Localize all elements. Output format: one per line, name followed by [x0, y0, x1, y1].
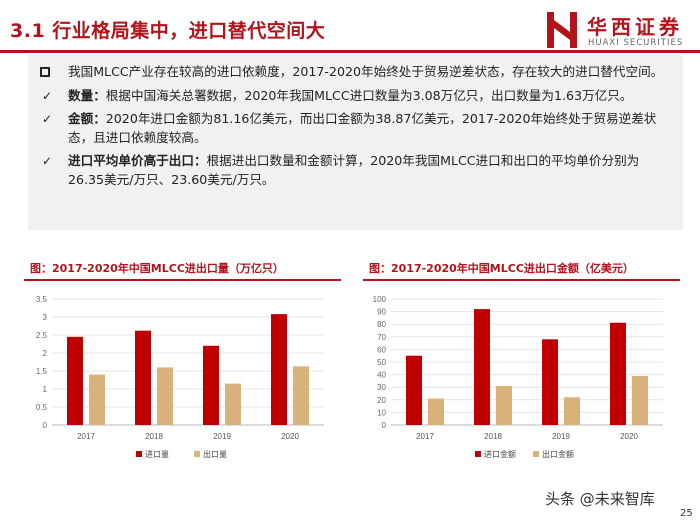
- bullet-text: 2020年进口金额为81.16亿美元，而出口金额为38.87亿美元，2017-2…: [68, 111, 657, 145]
- bullet-heading: 进口平均单价高于出口：: [68, 153, 207, 168]
- bar-export: [157, 367, 173, 425]
- bullet-text: 根据进出口数量和金额计算，2020年我国MLCC进口和出口的平均单价分别为26.…: [68, 153, 640, 187]
- y-tick-label: 2: [43, 349, 48, 358]
- legend-swatch: [136, 451, 142, 457]
- y-tick-label: 90: [377, 308, 386, 317]
- x-tick-label: 2020: [620, 432, 638, 441]
- chart-title: 图：2017-2020年中国MLCC进出口金额（亿美元）: [369, 262, 634, 275]
- y-tick-label: 10: [377, 408, 386, 417]
- bar-import: [406, 355, 422, 425]
- y-tick-label: 2.5: [36, 331, 48, 340]
- brand-name-en: HUAXI SECURITIES: [588, 38, 684, 48]
- x-tick-label: 2017: [77, 432, 95, 441]
- y-tick-label: 100: [373, 295, 387, 304]
- bar-import: [67, 336, 83, 425]
- bullet-heading: 数量：: [68, 87, 106, 103]
- y-tick-label: 3.5: [36, 295, 48, 304]
- y-tick-label: 0.5: [36, 403, 48, 412]
- huaxi-logo-icon: [547, 12, 577, 48]
- legend-swatch: [194, 451, 200, 457]
- y-tick-label: 1.5: [36, 367, 48, 376]
- bar-import: [610, 322, 626, 425]
- square-bullet-icon: [40, 67, 50, 77]
- bar-export: [428, 398, 444, 425]
- y-tick-label: 20: [377, 396, 386, 405]
- page-title: 3.1 行业格局集中，进口替代空间大: [10, 20, 326, 42]
- y-tick-label: 1: [43, 385, 48, 394]
- brand-logo: 华西证券 HUAXI SECURITIES: [545, 10, 695, 52]
- bullet-item: 我国MLCC产业存在较高的进口依赖度，2017-2020年始终处于贸易逆差状态，…: [38, 63, 673, 82]
- bar-export: [89, 374, 105, 425]
- legend-label: 进口量: [145, 450, 169, 459]
- bar-import: [542, 339, 558, 425]
- x-tick-label: 2018: [484, 432, 502, 441]
- check-icon: ✓: [41, 154, 53, 168]
- check-icon: ✓: [41, 112, 53, 126]
- bullet-item: ✓ 数量：根据中国海关总署数据，2020年我国MLCC进口数量为3.08万亿只，…: [38, 87, 673, 106]
- bullet-item: ✓ 金额：2020年进口金额为81.16亿美元，而出口金额为38.87亿美元，2…: [38, 110, 673, 147]
- y-tick-label: 3: [43, 313, 48, 322]
- chart-amount-plot: 0 10 20 30 40 50 60 70 80 90 100 2017 2018 2019 2020 进口…: [373, 295, 663, 459]
- x-tick-label: 2019: [552, 432, 570, 441]
- chart-volume: 图：2017-2020年中国MLCC进出口量（万亿只） 0 0.5 1 1.5 2 2.5…: [24, 260, 341, 465]
- bar-import: [271, 314, 287, 425]
- chart-title-rule: [363, 279, 680, 281]
- y-tick-label: 30: [377, 383, 386, 392]
- bullet-heading: 金额：: [68, 111, 106, 126]
- page-number: 25: [680, 508, 693, 519]
- title-divider: [0, 50, 700, 53]
- chart-title-rule: [24, 279, 341, 281]
- brand-name-cn: 华西证券: [587, 15, 683, 39]
- y-tick-label: 80: [377, 320, 386, 329]
- bar-export: [564, 397, 580, 425]
- x-tick-label: 2017: [416, 432, 434, 441]
- x-tick-label: 2019: [213, 432, 231, 441]
- y-tick-label: 0: [382, 421, 387, 430]
- bullet-text: 我国MLCC产业存在较高的进口依赖度，2017-2020年始终处于贸易逆差状态，…: [68, 64, 664, 79]
- bar-export: [496, 385, 512, 425]
- legend-swatch: [475, 451, 481, 457]
- bullet-item: ✓ 进口平均单价高于出口：根据进出口数量和金额计算，2020年我国MLCC进口和…: [38, 152, 673, 189]
- legend-label: 出口量: [203, 449, 227, 459]
- legend-swatch: [533, 451, 539, 457]
- bar-import: [135, 330, 151, 425]
- watermark: 头条 @未来智库: [545, 490, 655, 508]
- y-tick-label: 0: [43, 421, 48, 430]
- legend-label: 出口金额: [542, 449, 574, 459]
- check-icon: ✓: [41, 88, 53, 103]
- y-tick-label: 50: [377, 358, 386, 367]
- chart-volume-plot: 0 0.5 1 1.5 2 2.5 3 3.5 2017 2018 2019 2020 进口量 出口量: [36, 295, 324, 459]
- legend-label: 进口金额: [484, 449, 516, 459]
- bar-import: [474, 309, 490, 425]
- y-tick-label: 70: [377, 333, 386, 342]
- bar-import: [203, 345, 219, 425]
- bar-export: [293, 366, 309, 425]
- bar-export: [632, 376, 648, 425]
- bullet-panel: 我国MLCC产业存在较高的进口依赖度，2017-2020年始终处于贸易逆差状态，…: [28, 55, 683, 230]
- chart-amount: 图：2017-2020年中国MLCC进出口金额（亿美元） 0 10 20 30 40 50…: [363, 260, 680, 465]
- y-tick-label: 40: [377, 371, 386, 380]
- x-tick-label: 2020: [281, 432, 299, 441]
- chart-title: 图：2017-2020年中国MLCC进出口量（万亿只）: [30, 262, 284, 275]
- bar-export: [225, 383, 241, 425]
- bullet-text: 根据中国海关总署数据，2020年我国MLCC进口数量为3.08万亿只，出口数量为…: [105, 87, 633, 103]
- x-tick-label: 2018: [145, 432, 163, 441]
- y-tick-label: 60: [377, 345, 386, 354]
